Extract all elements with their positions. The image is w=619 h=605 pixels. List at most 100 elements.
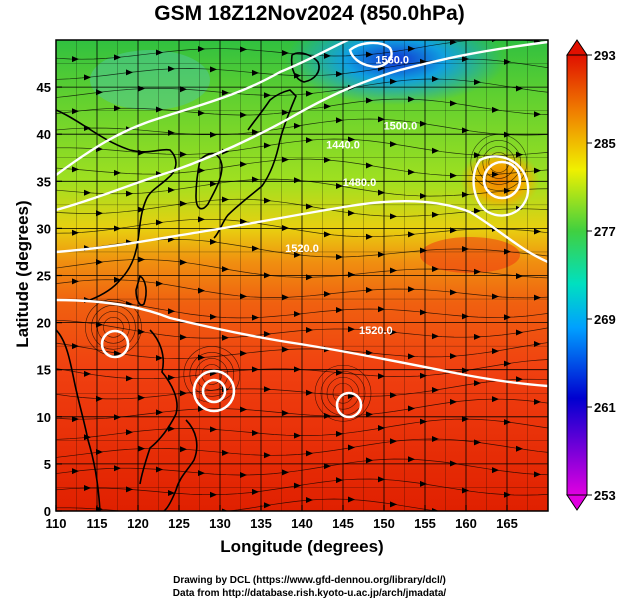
streamline-arrow <box>198 110 205 117</box>
streamline-arrow <box>378 373 385 380</box>
streamline-arrow <box>534 471 541 478</box>
streamline-arrow <box>474 207 481 214</box>
streamline <box>56 498 439 511</box>
streamline-arrow <box>366 162 373 169</box>
streamline-arrow <box>96 210 103 217</box>
colorbar-tick-label: 261 <box>594 400 616 415</box>
streamline-arrow <box>408 96 415 103</box>
streamline-arrow <box>324 463 331 470</box>
streamline-arrow <box>462 245 469 252</box>
streamline-arrow <box>366 97 373 104</box>
streamline-arrow <box>348 392 355 399</box>
streamline-arrow <box>462 313 469 320</box>
x-tick-label: 165 <box>496 516 518 531</box>
streamline-arrow <box>72 108 79 115</box>
x-tick-label: 120 <box>127 516 149 531</box>
y-axis-title: Latitude (degrees) <box>13 200 32 348</box>
streamline-arrow <box>534 341 541 348</box>
streamline-arrow <box>180 334 187 341</box>
streamline-arrow <box>240 46 247 53</box>
streamline-arrow <box>390 213 397 220</box>
streamline-arrow <box>420 58 427 65</box>
colorbar-tick-label: 269 <box>594 312 616 327</box>
streamline-arrow <box>474 152 481 159</box>
streamline-arrow <box>390 392 397 399</box>
streamline-arrow <box>138 328 145 335</box>
streamline-arrow <box>72 56 79 63</box>
streamline-arrow <box>282 346 289 353</box>
streamline-arrow <box>450 172 457 179</box>
streamline-arrow <box>84 74 91 81</box>
streamline-arrow <box>432 436 439 443</box>
streamline-arrow <box>504 187 511 194</box>
streamline-arrow <box>432 147 439 154</box>
streamline-arrow <box>324 231 331 238</box>
streamline-arrow <box>210 66 217 73</box>
streamline-arrow <box>168 308 175 315</box>
streamline-arrow <box>198 287 205 294</box>
streamline-arrow <box>492 396 499 403</box>
streamline-arrow <box>348 444 355 451</box>
streamline-arrow <box>156 280 163 287</box>
streamline-arrow <box>408 169 415 176</box>
streamline-arrow <box>336 182 343 189</box>
streamline-arrow <box>408 456 415 463</box>
streamline-arrow <box>252 429 259 436</box>
streamline-arrow <box>168 425 175 432</box>
streamline-arrow <box>306 90 313 97</box>
streamline-arrow <box>534 228 541 235</box>
streamline-arrow <box>126 69 133 76</box>
coastlines <box>56 52 320 511</box>
streamline-arrow <box>432 211 439 218</box>
streamline-arrow <box>84 189 91 196</box>
streamline-arrow <box>138 256 145 263</box>
streamline-arrow <box>168 65 175 72</box>
streamline-arrow <box>252 129 259 136</box>
streamline-arrow <box>492 106 499 113</box>
streamline-arrow <box>336 369 343 376</box>
contour-labels: 1560.0 1500.0 1440.0 1480.0 1520.0 1520.0 <box>285 55 417 337</box>
streamline-arrow <box>504 248 511 255</box>
vortex-swirl <box>476 140 522 185</box>
streamline-arrow <box>180 446 187 453</box>
streamline-arrow <box>534 398 541 405</box>
streamline-arrow <box>222 196 229 203</box>
streamline-arrow <box>474 333 481 340</box>
streamline-arrow <box>222 89 229 96</box>
streamline-arrow <box>450 289 457 296</box>
streamline-arrow <box>336 117 343 124</box>
streamline-arrow <box>156 49 163 56</box>
contour-label: 1520.0 <box>359 325 393 337</box>
streamline-arrow <box>138 394 145 401</box>
streamline-arrow <box>348 210 355 217</box>
y-tick-label: 35 <box>37 174 51 189</box>
x-tick-label: 110 <box>46 516 67 531</box>
streamline-arrow <box>264 386 271 393</box>
streamline-arrow <box>294 122 301 129</box>
streamline-arrow <box>138 206 145 213</box>
streamline-arrow <box>198 470 205 477</box>
streamline-arrow <box>408 353 415 360</box>
streamline-arrow <box>306 137 313 144</box>
x-tick-label: 145 <box>332 516 354 531</box>
streamline-arrow <box>348 496 355 503</box>
streamline-arrow <box>138 445 145 452</box>
streamline-arrow <box>378 424 385 431</box>
streamline-arrow <box>156 219 163 226</box>
streamline-arrow <box>282 109 289 116</box>
streamline-arrow <box>126 190 133 197</box>
streamline-arrow <box>156 355 163 362</box>
x-tick-label: 150 <box>373 516 395 531</box>
streamline-arrow <box>462 191 469 198</box>
vortex-swirl <box>195 358 229 391</box>
streamline-arrow <box>96 259 103 266</box>
streamline-arrow <box>222 266 229 273</box>
streamline-arrow <box>462 367 469 374</box>
streamline-arrow <box>420 120 427 127</box>
streamline-arrow <box>210 238 217 245</box>
streamline-arrow <box>366 457 373 464</box>
streamline-arrow <box>240 472 247 479</box>
streamline-arrow <box>180 151 187 158</box>
streamline-arrow <box>72 278 79 285</box>
